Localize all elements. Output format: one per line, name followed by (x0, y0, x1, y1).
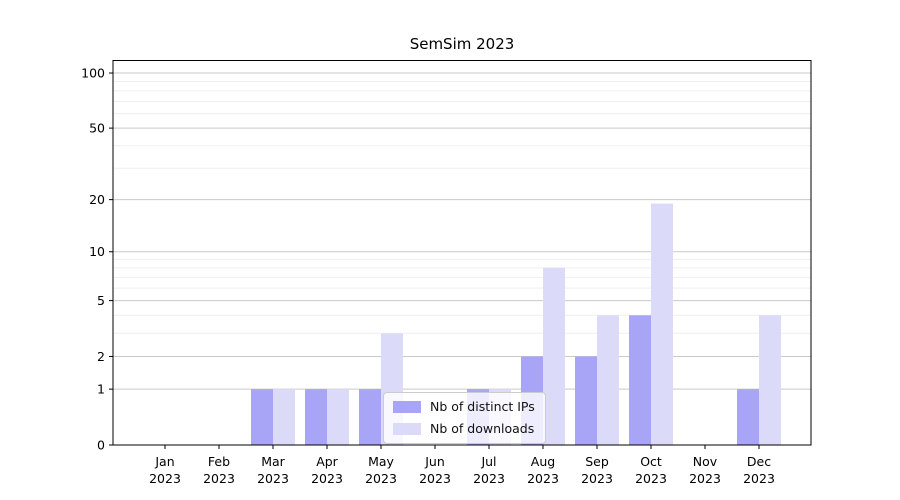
bar-sep-downloads (597, 315, 619, 445)
x-tick-label-year-oct: 2023 (635, 471, 667, 486)
chart-title: SemSim 2023 (409, 35, 515, 53)
x-tick-label-year-mar: 2023 (257, 471, 289, 486)
x-tick-label-month-sep: Sep (585, 454, 609, 469)
x-tick-label-month-may: May (368, 454, 394, 469)
legend-label-downloads: Nb of downloads (430, 421, 535, 436)
x-tick-label-month-jun: Jun (424, 454, 445, 469)
legend-row-distinct-ips: Nb of distinct IPs (393, 399, 535, 414)
bar-oct-downloads (651, 203, 673, 445)
bar-oct-distinct-ips (629, 315, 651, 445)
y-tick-label-0: 0 (97, 438, 105, 453)
x-tick-label-month-apr: Apr (316, 454, 338, 469)
legend: Nb of distinct IPs Nb of downloads (383, 392, 546, 444)
x-tick-label-year-jun: 2023 (419, 471, 451, 486)
bar-dec-distinct-ips (737, 389, 759, 445)
bar-aug-downloads (543, 267, 565, 445)
x-tick-label-year-apr: 2023 (311, 471, 343, 486)
bar-may-distinct-ips (359, 389, 381, 445)
bar-apr-downloads (327, 389, 349, 445)
bar-sep-distinct-ips (575, 356, 597, 445)
x-tick-label-month-nov: Nov (693, 454, 718, 469)
y-tick-label-50: 50 (89, 121, 105, 136)
y-tick-label-20: 20 (89, 192, 105, 207)
y-tick-label-2: 2 (97, 349, 105, 364)
x-tick-label-year-dec: 2023 (743, 471, 775, 486)
x-tick-label-year-may: 2023 (365, 471, 397, 486)
x-tick-label-month-dec: Dec (747, 454, 771, 469)
x-tick-label-month-feb: Feb (208, 454, 230, 469)
x-tick-label-month-jan: Jan (154, 454, 174, 469)
y-tick-label-5: 5 (97, 293, 105, 308)
y-tick-label-10: 10 (89, 244, 105, 259)
x-tick-label-month-aug: Aug (531, 454, 555, 469)
axes-spines (112, 60, 812, 446)
legend-swatch-distinct-ips (393, 400, 421, 413)
y-tick-label-1: 1 (97, 382, 105, 397)
x-tick-label-month-oct: Oct (640, 454, 662, 469)
x-tick-label-year-sep: 2023 (581, 471, 613, 486)
x-tick-label-year-jan: 2023 (149, 471, 181, 486)
x-tick-label-year-feb: 2023 (203, 471, 235, 486)
legend-row-downloads: Nb of downloads (393, 421, 535, 436)
legend-label-distinct-ips: Nb of distinct IPs (430, 399, 535, 414)
x-tick-label-year-jul: 2023 (473, 471, 505, 486)
bar-dec-downloads (759, 315, 781, 445)
bar-apr-distinct-ips (305, 389, 327, 445)
legend-swatch-downloads (393, 422, 421, 435)
bar-mar-distinct-ips (251, 389, 273, 445)
x-tick-label-month-jul: Jul (480, 454, 496, 469)
x-tick-label-year-aug: 2023 (527, 471, 559, 486)
bar-mar-downloads (273, 389, 295, 445)
x-tick-label-month-mar: Mar (261, 454, 285, 469)
x-tick-label-year-nov: 2023 (689, 471, 721, 486)
y-tick-label-100: 100 (81, 66, 105, 81)
